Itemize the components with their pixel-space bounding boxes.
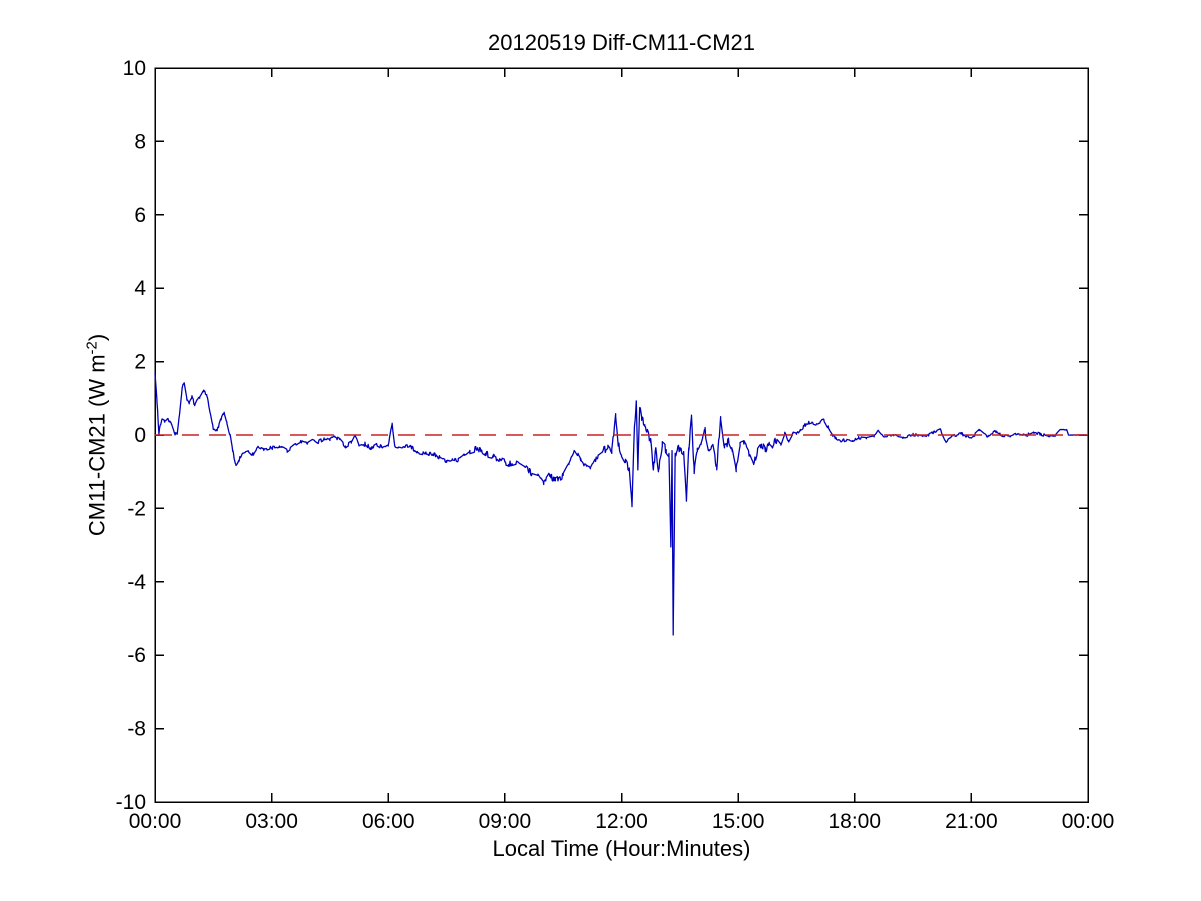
y-axis-label: CM11-CM21 (W m-2): [83, 334, 110, 536]
x-tick-label: 03:00: [245, 810, 298, 833]
x-tick-label: 09:00: [479, 810, 532, 833]
y-tick-label: 0: [134, 424, 146, 447]
x-tick-label: 00:00: [1062, 810, 1115, 833]
y-axis-label-superscript: -2: [83, 341, 101, 355]
y-tick-label: 4: [134, 277, 146, 300]
data-line-cm11-cm21-diff: [154, 373, 1089, 636]
x-tick-label: 21:00: [945, 810, 998, 833]
y-tick-label: 8: [134, 130, 146, 153]
y-axis-label-text: CM11-CM21 (W m: [84, 354, 110, 537]
y-tick-label: -8: [127, 718, 146, 741]
x-axis-label: Local Time (Hour:Minutes): [492, 836, 751, 861]
y-tick-label: 6: [134, 204, 146, 227]
y-tick-label: 10: [123, 57, 146, 80]
y-tick-label: -4: [127, 571, 146, 594]
y-tick-label: 2: [134, 351, 146, 374]
y-tick-label: -6: [127, 644, 146, 667]
x-tick-label: 18:00: [828, 810, 881, 833]
x-tick-label: 12:00: [595, 810, 648, 833]
y-axis-label-close: ): [84, 333, 110, 342]
y-tick-label: -10: [116, 791, 146, 814]
y-tick-label: -2: [127, 497, 146, 520]
chart-title: 20120519 Diff-CM11-CM21: [488, 30, 755, 55]
x-tick-label: 15:00: [712, 810, 765, 833]
x-tick-label: 00:00: [129, 810, 182, 833]
x-tick-label: 06:00: [362, 810, 415, 833]
